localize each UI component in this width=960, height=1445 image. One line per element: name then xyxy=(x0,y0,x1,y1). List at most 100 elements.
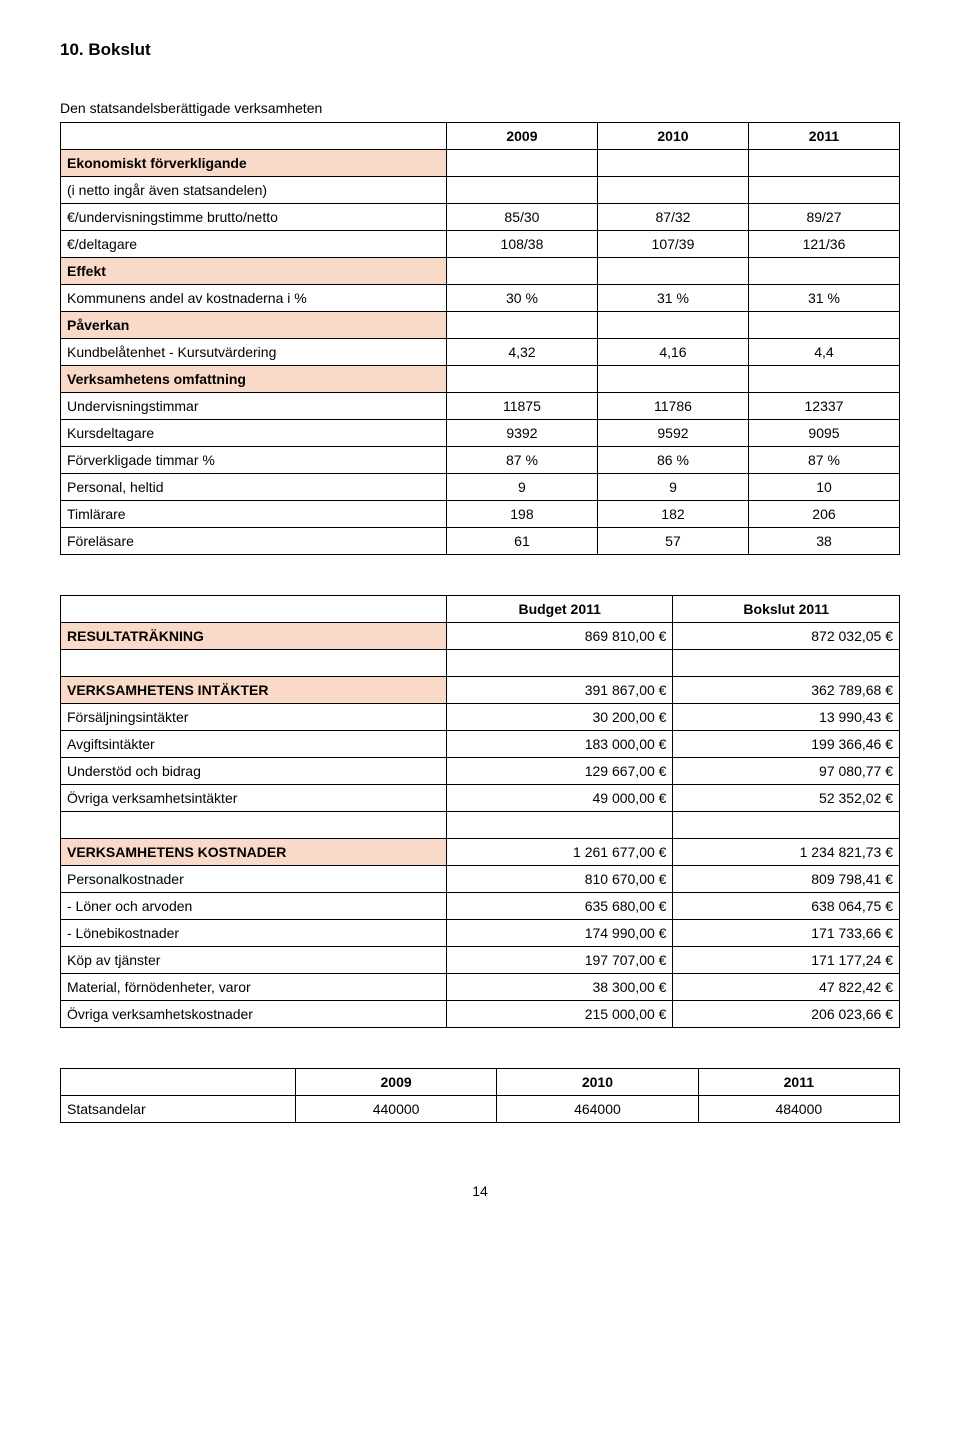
table-cell: 9095 xyxy=(748,420,899,447)
table-cell: 49 000,00 € xyxy=(446,785,673,812)
table-cell: 215 000,00 € xyxy=(446,1001,673,1028)
table-cell: 86 % xyxy=(597,447,748,474)
table-statsandelar: 200920102011Statsandelar4400004640004840… xyxy=(60,1068,900,1123)
table-cell: 47 822,42 € xyxy=(673,974,900,1001)
table-cell: 464000 xyxy=(497,1096,698,1123)
table-cell xyxy=(446,312,597,339)
intro-text: Den statsandelsberättigade verksamheten xyxy=(60,100,900,116)
table-cell: 4,16 xyxy=(597,339,748,366)
table-cell: 440000 xyxy=(295,1096,496,1123)
table-cell xyxy=(446,366,597,393)
table-cell: VERKSAMHETENS INTÄKTER xyxy=(61,677,447,704)
table-cell: 89/27 xyxy=(748,204,899,231)
table-cell: Kursdeltagare xyxy=(61,420,447,447)
table-cell: Påverkan xyxy=(61,312,447,339)
table-cell: Understöd och bidrag xyxy=(61,758,447,785)
table-cell: 121/36 xyxy=(748,231,899,258)
table-cell: 87/32 xyxy=(597,204,748,231)
table-cell xyxy=(673,650,900,677)
table-cell: 174 990,00 € xyxy=(446,920,673,947)
page-number: 14 xyxy=(60,1183,900,1199)
section-heading: 10. Bokslut xyxy=(60,40,900,60)
table-cell: 171 733,66 € xyxy=(673,920,900,947)
table-cell: 31 % xyxy=(597,285,748,312)
table-cell: 108/38 xyxy=(446,231,597,258)
table-cell: 206 023,66 € xyxy=(673,1001,900,1028)
table-header-cell: 2009 xyxy=(295,1069,496,1096)
table-cell xyxy=(597,366,748,393)
table-cell: 30 % xyxy=(446,285,597,312)
table-cell: 87 % xyxy=(748,447,899,474)
table-cell: 4,32 xyxy=(446,339,597,366)
table-cell: Försäljningsintäkter xyxy=(61,704,447,731)
table-cell: 10 xyxy=(748,474,899,501)
table-cell: 9592 xyxy=(597,420,748,447)
table-cell: 872 032,05 € xyxy=(673,623,900,650)
table-cell xyxy=(61,1069,296,1096)
table-cell xyxy=(748,312,899,339)
table-header-cell: 2010 xyxy=(597,123,748,150)
table-cell: 484000 xyxy=(698,1096,899,1123)
table-cell xyxy=(748,258,899,285)
table-cell: Förverkligade timmar % xyxy=(61,447,447,474)
table-cell xyxy=(748,177,899,204)
table-cell: 182 xyxy=(597,501,748,528)
table-cell xyxy=(61,650,447,677)
table-cell: 869 810,00 € xyxy=(446,623,673,650)
table-cell: 52 352,02 € xyxy=(673,785,900,812)
table-cell xyxy=(446,177,597,204)
table-cell: - Lönebikostnader xyxy=(61,920,447,947)
table-cell: Effekt xyxy=(61,258,447,285)
table-header-cell: 2011 xyxy=(748,123,899,150)
table-cell: Köp av tjänster xyxy=(61,947,447,974)
table-header-cell: 2009 xyxy=(446,123,597,150)
table-cell: 635 680,00 € xyxy=(446,893,673,920)
table-cell: Avgiftsintäkter xyxy=(61,731,447,758)
table-cell: 810 670,00 € xyxy=(446,866,673,893)
table-header-cell: Budget 2011 xyxy=(446,596,673,623)
table-cell: (i netto ingår även statsandelen) xyxy=(61,177,447,204)
table-cell: 9392 xyxy=(446,420,597,447)
table-cell: 38 300,00 € xyxy=(446,974,673,1001)
table-cell: Föreläsare xyxy=(61,528,447,555)
table-cell: Kundbelåtenhet - Kursutvärdering xyxy=(61,339,447,366)
table-cell: 31 % xyxy=(748,285,899,312)
table-cell: 61 xyxy=(446,528,597,555)
table-cell: 11875 xyxy=(446,393,597,420)
table-cell: 638 064,75 € xyxy=(673,893,900,920)
table-cell xyxy=(673,812,900,839)
table-cell xyxy=(446,650,673,677)
table-cell: 197 707,00 € xyxy=(446,947,673,974)
table-cell xyxy=(61,123,447,150)
table-cell: Kommunens andel av kostnaderna i % xyxy=(61,285,447,312)
table-cell: 4,4 xyxy=(748,339,899,366)
table-cell: 9 xyxy=(597,474,748,501)
table-cell xyxy=(446,812,673,839)
table-cell: 57 xyxy=(597,528,748,555)
table-header-cell: Bokslut 2011 xyxy=(673,596,900,623)
table-cell: 107/39 xyxy=(597,231,748,258)
table-cell: 9 xyxy=(446,474,597,501)
table-cell: 12337 xyxy=(748,393,899,420)
table-cell: €/deltagare xyxy=(61,231,447,258)
table-cell xyxy=(446,150,597,177)
table-cell: 129 667,00 € xyxy=(446,758,673,785)
table-cell: 391 867,00 € xyxy=(446,677,673,704)
table-resultat: Budget 2011Bokslut 2011RESULTATRÄKNING86… xyxy=(60,595,900,1028)
table-cell: Övriga verksamhetsintäkter xyxy=(61,785,447,812)
table-cell: 206 xyxy=(748,501,899,528)
table-cell: Personalkostnader xyxy=(61,866,447,893)
table-cell xyxy=(61,596,447,623)
table-cell: 199 366,46 € xyxy=(673,731,900,758)
table-cell xyxy=(748,150,899,177)
table-cell: Ekonomiskt förverkligande xyxy=(61,150,447,177)
table-cell: Timlärare xyxy=(61,501,447,528)
table-cell: 11786 xyxy=(597,393,748,420)
table-cell xyxy=(748,366,899,393)
table-cell: Statsandelar xyxy=(61,1096,296,1123)
table-cell: Verksamhetens omfattning xyxy=(61,366,447,393)
table-cell xyxy=(597,258,748,285)
table-header-cell: 2011 xyxy=(698,1069,899,1096)
table-cell xyxy=(446,258,597,285)
table-cell: 38 xyxy=(748,528,899,555)
